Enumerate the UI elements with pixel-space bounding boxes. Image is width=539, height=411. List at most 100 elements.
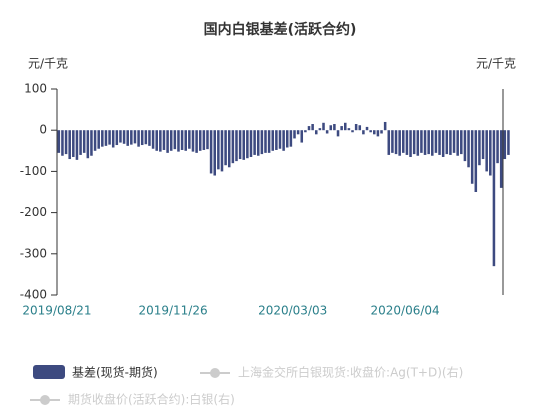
- bar: [340, 126, 343, 131]
- bar: [253, 130, 256, 155]
- bar: [365, 126, 369, 131]
- bar: [445, 130, 449, 155]
- bar: [104, 130, 108, 146]
- bar: [387, 130, 391, 155]
- bar: [57, 130, 61, 153]
- bar: [151, 130, 155, 149]
- bar: [202, 130, 206, 150]
- bar: [79, 130, 82, 155]
- bar: [275, 130, 278, 150]
- bar: [271, 130, 275, 151]
- bar: [61, 130, 64, 156]
- bar: [130, 130, 133, 145]
- bar: [238, 130, 242, 160]
- bar: [188, 130, 191, 149]
- legend-swatch: [33, 365, 65, 379]
- legend-dot: [40, 395, 50, 405]
- bar: [227, 130, 231, 168]
- bar: [376, 130, 380, 137]
- bar: [405, 130, 409, 155]
- bar: [159, 130, 162, 152]
- legend-label: 期货收盘价(活跃合约):白银(右): [68, 392, 235, 407]
- x-tick-label: 2019/08/21: [22, 304, 91, 318]
- bar: [213, 130, 217, 176]
- bar: [503, 130, 507, 160]
- bar: [416, 130, 420, 156]
- bar: [325, 130, 329, 134]
- bar: [184, 130, 187, 151]
- bar: [180, 130, 184, 150]
- bar: [470, 130, 474, 184]
- bar: [409, 130, 412, 157]
- bar: [499, 130, 503, 188]
- bar: [474, 130, 478, 192]
- bar: [402, 130, 405, 153]
- bar: [267, 130, 271, 153]
- bar: [318, 128, 322, 131]
- bar: [97, 130, 100, 149]
- bar: [198, 130, 202, 151]
- bar: [438, 130, 441, 155]
- bar: [358, 125, 362, 131]
- bar: [246, 130, 249, 159]
- y-unit: 元/千克: [28, 57, 68, 71]
- bar: [173, 130, 177, 150]
- bar: [441, 130, 445, 157]
- bar: [329, 125, 333, 131]
- bar: [296, 130, 300, 135]
- bar: [333, 124, 336, 131]
- bar: [289, 130, 293, 147]
- bar: [307, 126, 311, 131]
- bar: [133, 130, 137, 144]
- bar: [206, 130, 209, 150]
- y-tick-label: -400: [20, 288, 47, 302]
- bar: [82, 130, 86, 153]
- bar: [64, 130, 68, 155]
- bar: [293, 130, 296, 139]
- bar: [242, 130, 246, 160]
- bar: [162, 130, 166, 150]
- bar: [68, 130, 71, 160]
- bar: [481, 130, 485, 160]
- bar: [282, 130, 285, 151]
- y-tick-label: -100: [20, 164, 47, 178]
- chart-title: 国内白银基差(活跃合约): [204, 21, 357, 38]
- bar: [314, 130, 318, 135]
- bar: [220, 130, 224, 172]
- bar: [304, 130, 307, 133]
- bar: [264, 130, 267, 153]
- bar: [111, 130, 115, 148]
- bar: [86, 130, 90, 159]
- bar: [311, 124, 314, 131]
- bar: [195, 130, 198, 153]
- bar: [463, 130, 467, 162]
- bar: [362, 130, 365, 135]
- bar: [485, 130, 488, 172]
- bar: [126, 130, 129, 146]
- bar: [72, 130, 75, 157]
- bar: [75, 130, 79, 160]
- bar: [322, 122, 325, 131]
- bar: [256, 130, 260, 156]
- bar: [460, 130, 463, 155]
- bar: [398, 130, 401, 156]
- bar: [489, 130, 492, 176]
- legend-label: 上海金交所白银现货:收盘价:Ag(T+D)(右): [238, 365, 463, 380]
- bar: [300, 130, 304, 143]
- legend-dot: [210, 368, 220, 378]
- bar: [101, 130, 104, 147]
- bar: [285, 130, 289, 148]
- bar: [209, 130, 213, 174]
- bar: [90, 130, 93, 156]
- bar: [93, 130, 97, 151]
- bar: [478, 130, 481, 166]
- y-tick-label: 0: [39, 123, 47, 137]
- bar: [394, 130, 398, 155]
- bar: [260, 130, 264, 155]
- bar: [166, 130, 169, 153]
- bar: [427, 130, 430, 155]
- bar: [336, 130, 340, 137]
- bar: [148, 130, 151, 146]
- bar: [347, 128, 351, 131]
